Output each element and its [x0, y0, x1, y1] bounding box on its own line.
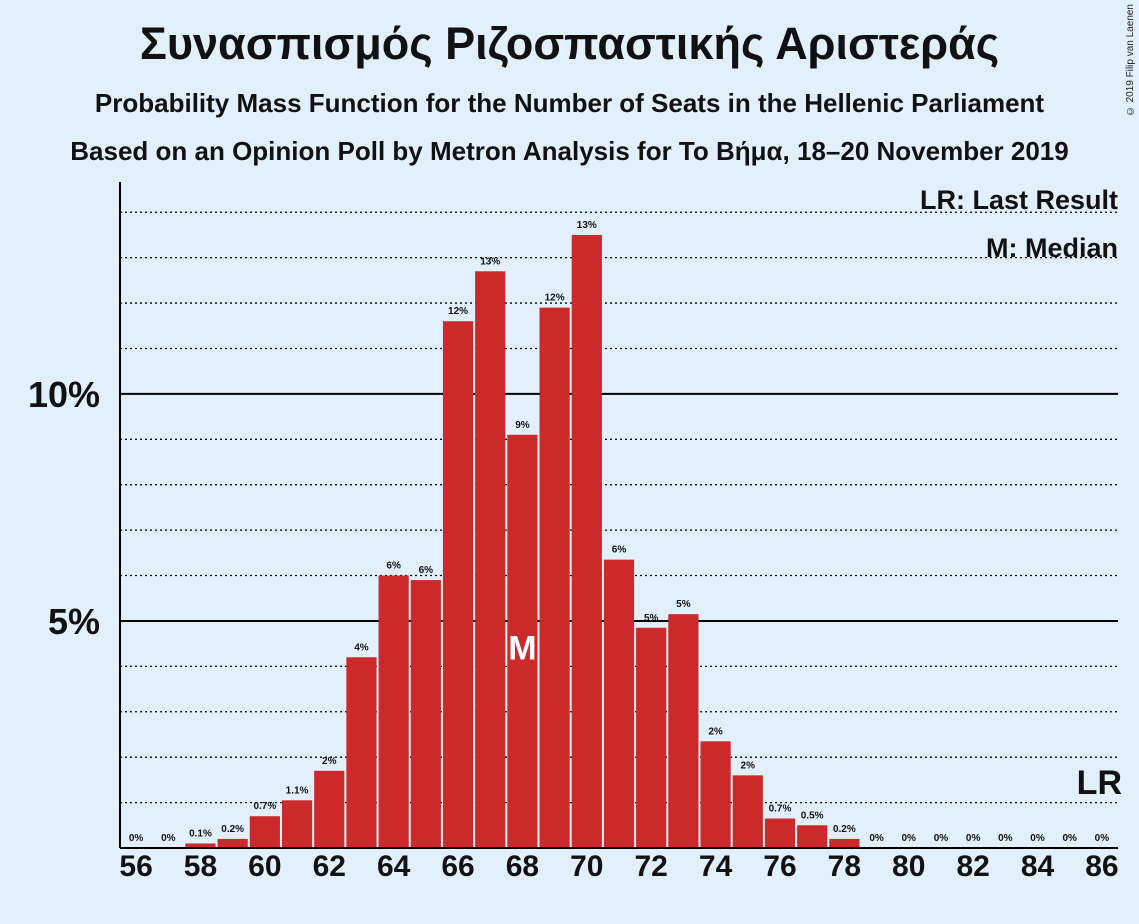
- last-result-marker: LR: [1077, 764, 1122, 802]
- bar-seats-74: [700, 741, 731, 848]
- bar-seats-70: [571, 234, 602, 849]
- bar-label-75: 2%: [741, 760, 756, 771]
- bar-seats-67: [475, 271, 506, 848]
- bar-label-74: 2%: [708, 726, 723, 737]
- x-tick-58: 58: [184, 850, 217, 883]
- grid-lines: [120, 211, 1118, 804]
- axes: [119, 182, 1118, 849]
- x-tick-62: 62: [313, 850, 346, 883]
- x-tick-64: 64: [377, 850, 411, 883]
- bar-seats-69: [539, 307, 570, 848]
- bar-label-72: 5%: [644, 613, 659, 624]
- bar-label-57: 0%: [161, 833, 176, 844]
- bar-seats-75: [732, 775, 763, 848]
- x-tick-60: 60: [248, 850, 281, 883]
- x-tick-84: 84: [1021, 850, 1055, 883]
- bar-label-58: 0.1%: [189, 828, 212, 839]
- bar-seats-63: [346, 657, 377, 848]
- bar-label-73: 5%: [676, 599, 691, 610]
- bar-label-56: 0%: [129, 833, 144, 844]
- bar-label-81: 0%: [934, 833, 949, 844]
- bar-seats-77: [797, 825, 828, 848]
- bar-label-83: 0%: [998, 833, 1013, 844]
- x-tick-74: 74: [699, 850, 733, 883]
- y-tick-10: 10%: [28, 374, 100, 415]
- x-tick-80: 80: [892, 850, 925, 883]
- x-tick-86: 86: [1085, 850, 1118, 883]
- bar-seats-73: [668, 614, 699, 848]
- bar-label-86: 0%: [1095, 833, 1110, 844]
- bar-label-64: 6%: [386, 561, 401, 572]
- x-tick-68: 68: [506, 850, 539, 883]
- bar-seats-61: [281, 800, 313, 848]
- bar-value-labels: 0% 0% 0.1% 0.2% 0.7% 1.1% 2% 4% 6% 6% 12% 13% 9% 12% 1…: [129, 220, 1109, 844]
- bar-label-84: 0%: [1030, 833, 1045, 844]
- bar-label-71: 6%: [612, 545, 627, 556]
- y-tick-labels: 5% 10%: [28, 374, 100, 642]
- chart-subtitle: Probability Mass Function for the Number…: [94, 88, 1045, 118]
- legend-last-result: LR: Last Result: [920, 185, 1118, 215]
- bar-label-78: 0.2%: [833, 824, 856, 835]
- x-tick-82: 82: [956, 850, 989, 883]
- bar-seats-65: [410, 580, 441, 848]
- bar-seats-78: [829, 838, 860, 848]
- bar-seats-68: [507, 434, 538, 848]
- x-tick-70: 70: [570, 850, 603, 883]
- bar-label-66: 12%: [448, 306, 468, 317]
- bar-seats-64: [378, 575, 409, 848]
- bar-seats-59: [217, 838, 248, 848]
- x-tick-56: 56: [119, 850, 152, 883]
- bar-label-76: 0.7%: [769, 803, 792, 814]
- bar-label-60: 0.7%: [253, 801, 276, 812]
- bar-label-79: 0%: [869, 833, 884, 844]
- bar-label-69: 12%: [545, 293, 565, 304]
- x-tick-78: 78: [828, 850, 861, 883]
- bar-label-65: 6%: [419, 565, 434, 576]
- bar-label-70: 13%: [577, 220, 597, 231]
- bar-label-67: 13%: [480, 256, 500, 267]
- bar-label-77: 0.5%: [801, 810, 824, 821]
- x-tick-72: 72: [635, 850, 668, 883]
- bars: [185, 234, 860, 849]
- bar-seats-72: [636, 627, 667, 848]
- bar-label-63: 4%: [354, 642, 369, 653]
- bar-seats-62: [314, 770, 345, 848]
- bar-label-61: 1.1%: [286, 785, 309, 796]
- bar-label-59: 0.2%: [221, 824, 244, 835]
- chart-title: Συνασπισμός Ριζοσπαστικής Αριστεράς: [139, 18, 1000, 69]
- x-tick-labels: 56 58 60 62 64 66 68 70 72 74 76 78 80 82 84 86: [119, 850, 1118, 883]
- legend-median: M: Median: [986, 233, 1118, 263]
- bar-seats-60: [249, 816, 280, 848]
- bar-label-85: 0%: [1062, 833, 1077, 844]
- bar-seats-71: [603, 559, 635, 848]
- markers: M LR: [508, 630, 1122, 802]
- median-marker: M: [508, 630, 536, 668]
- x-tick-76: 76: [763, 850, 796, 883]
- bar-label-82: 0%: [966, 833, 981, 844]
- bar-seats-58: [185, 843, 216, 848]
- x-tick-66: 66: [441, 850, 474, 883]
- y-tick-5: 5%: [48, 601, 100, 642]
- bar-seats-76: [764, 818, 796, 848]
- bar-label-80: 0%: [902, 833, 917, 844]
- bar-label-68: 9%: [515, 420, 530, 431]
- chart-source: Based on an Opinion Poll by Metron Analy…: [70, 136, 1069, 166]
- bar-label-62: 2%: [322, 756, 337, 767]
- bar-seats-66: [442, 321, 474, 848]
